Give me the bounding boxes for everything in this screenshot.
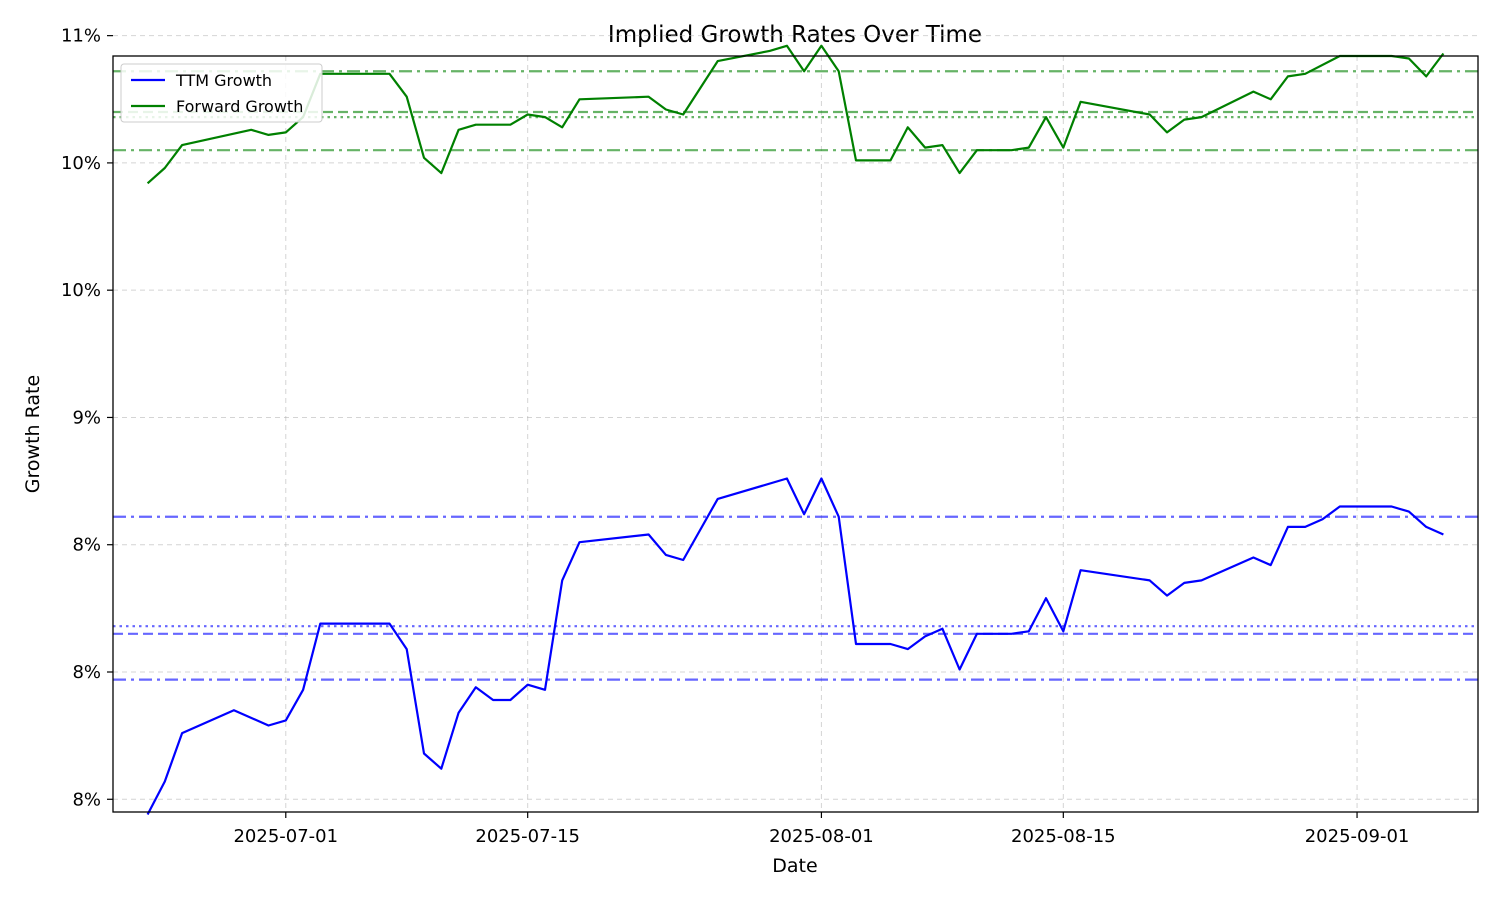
legend-label-forward: Forward Growth xyxy=(176,97,303,116)
grid-layer xyxy=(113,35,1478,812)
y-tick-label: 8% xyxy=(72,535,101,556)
series-layer xyxy=(146,44,1445,816)
chart-title: Implied Growth Rates Over Time xyxy=(608,22,982,48)
x-tick-label: 2025-08-15 xyxy=(1011,826,1116,847)
x-tick-label: 2025-09-01 xyxy=(1305,826,1410,847)
x-tick-label: 2025-07-01 xyxy=(233,826,338,847)
x-tick-label: 2025-07-15 xyxy=(475,826,580,847)
y-tick-label: 10% xyxy=(61,153,101,174)
series-line-ttm-growth xyxy=(146,477,1444,816)
y-tick-label: 10% xyxy=(61,280,101,301)
x-axis-ticks: 2025-07-01 2025-07-15 2025-08-01 2025-08-15… xyxy=(233,812,1409,847)
y-axis-ticks: 8% 8% 8% 9% 10% 10% 11% xyxy=(61,26,113,810)
y-tick-label: 8% xyxy=(72,662,101,683)
legend: TTM Growth Forward Growth xyxy=(120,63,323,123)
legend-label-ttm: TTM Growth xyxy=(175,71,272,90)
x-tick-label: 2025-08-01 xyxy=(769,826,874,847)
y-tick-label: 9% xyxy=(72,407,101,428)
y-tick-label: 8% xyxy=(72,789,101,810)
legend-box xyxy=(120,63,323,123)
plot-frame xyxy=(112,55,1479,813)
y-tick-label: 11% xyxy=(61,26,101,47)
reference-lines xyxy=(113,70,1478,681)
y-axis-title: Growth Rate xyxy=(22,375,44,493)
x-axis-title: Date xyxy=(772,855,817,877)
series-line-forward-growth xyxy=(146,44,1445,185)
